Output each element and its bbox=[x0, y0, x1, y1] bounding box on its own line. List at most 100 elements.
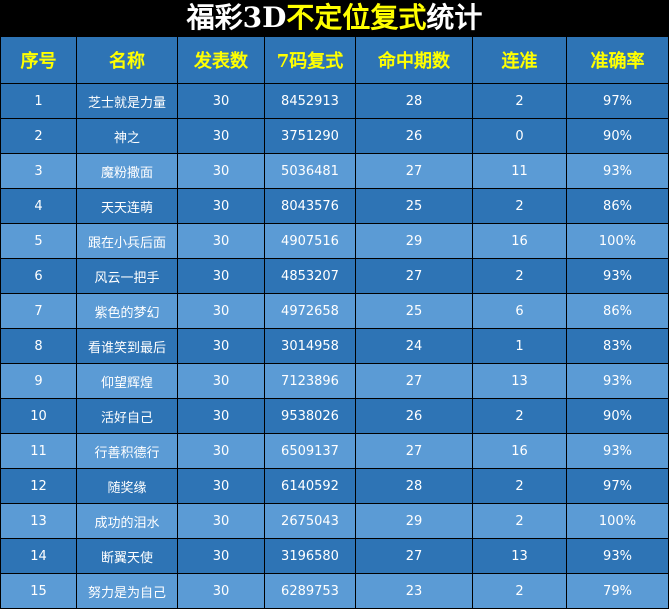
table-cell: 6 bbox=[0, 258, 77, 294]
table-cell: 100% bbox=[566, 223, 669, 259]
table-cell: 100% bbox=[566, 503, 669, 539]
table-cell: 看谁笑到最后 bbox=[76, 328, 178, 364]
column-header: 序号 bbox=[0, 36, 77, 84]
table-cell: 6509137 bbox=[264, 433, 356, 469]
table-cell: 97% bbox=[566, 83, 669, 119]
table-cell: 93% bbox=[566, 433, 669, 469]
table-row: 2 神之 30 3751290 26 0 90% bbox=[0, 118, 669, 154]
table-cell: 25 bbox=[355, 188, 473, 224]
table-cell: 27 bbox=[355, 363, 473, 399]
table-cell: 9538026 bbox=[264, 398, 356, 434]
table-cell: 25 bbox=[355, 293, 473, 329]
table-cell: 行善积德行 bbox=[76, 433, 178, 469]
table-cell: 93% bbox=[566, 153, 669, 189]
table-cell: 13 bbox=[472, 363, 567, 399]
table-cell: 28 bbox=[355, 468, 473, 504]
table-cell: 16 bbox=[472, 433, 567, 469]
table-cell: 27 bbox=[355, 433, 473, 469]
table-cell: 跟在小兵后面 bbox=[76, 223, 178, 259]
table-cell: 23 bbox=[355, 573, 473, 609]
table-cell: 28 bbox=[355, 83, 473, 119]
table-cell: 30 bbox=[177, 118, 265, 154]
table-row: 12 随奖缘 30 6140592 28 2 97% bbox=[0, 468, 669, 504]
table-cell: 2 bbox=[472, 503, 567, 539]
table-cell: 努力是为自己 bbox=[76, 573, 178, 609]
table-cell: 93% bbox=[566, 538, 669, 574]
table-row: 15 努力是为自己 30 6289753 23 2 79% bbox=[0, 573, 669, 609]
table-cell: 2 bbox=[472, 398, 567, 434]
column-header: 名称 bbox=[76, 36, 178, 84]
table-cell: 30 bbox=[177, 538, 265, 574]
table-cell: 9 bbox=[0, 363, 77, 399]
table-row: 1 芝士就是力量 30 8452913 28 2 97% bbox=[0, 83, 669, 119]
table-cell: 芝士就是力量 bbox=[76, 83, 178, 119]
table-cell: 神之 bbox=[76, 118, 178, 154]
table-cell: 90% bbox=[566, 398, 669, 434]
table-cell: 6140592 bbox=[264, 468, 356, 504]
table-row: 3 魔粉撒面 30 5036481 27 11 93% bbox=[0, 153, 669, 189]
table-cell: 12 bbox=[0, 468, 77, 504]
table-cell: 1 bbox=[0, 83, 77, 119]
table-cell: 2 bbox=[472, 188, 567, 224]
table-cell: 15 bbox=[0, 573, 77, 609]
table-cell: 14 bbox=[0, 538, 77, 574]
table-cell: 随奖缘 bbox=[76, 468, 178, 504]
table-cell: 93% bbox=[566, 258, 669, 294]
table-cell: 7123896 bbox=[264, 363, 356, 399]
table-cell: 30 bbox=[177, 398, 265, 434]
table-cell: 29 bbox=[355, 503, 473, 539]
table-row: 13 成功的泪水 30 2675043 29 2 100% bbox=[0, 503, 669, 539]
page-title: 福彩3D不定位复式统计 bbox=[0, 0, 669, 36]
table-cell: 27 bbox=[355, 258, 473, 294]
table-cell: 3014958 bbox=[264, 328, 356, 364]
table-cell: 13 bbox=[0, 503, 77, 539]
table-row: 5 跟在小兵后面 30 4907516 29 16 100% bbox=[0, 223, 669, 259]
table-row: 8 看谁笑到最后 30 3014958 24 1 83% bbox=[0, 328, 669, 364]
stats-table: 序号 名称 发表数 7码复式 命中期数 连准 准确率 1 芝士就是力量 30 8452913 28 2… bbox=[0, 36, 669, 609]
table-cell: 11 bbox=[0, 433, 77, 469]
table-cell: 30 bbox=[177, 258, 265, 294]
table-cell: 8452913 bbox=[264, 83, 356, 119]
table-cell: 断翼天使 bbox=[76, 538, 178, 574]
table-cell: 活好自己 bbox=[76, 398, 178, 434]
table-cell: 0 bbox=[472, 118, 567, 154]
table-cell: 27 bbox=[355, 538, 473, 574]
table-row: 11 行善积德行 30 6509137 27 16 93% bbox=[0, 433, 669, 469]
table-cell: 2 bbox=[472, 83, 567, 119]
table-cell: 79% bbox=[566, 573, 669, 609]
table-cell: 24 bbox=[355, 328, 473, 364]
table-cell: 2 bbox=[0, 118, 77, 154]
table-cell: 16 bbox=[472, 223, 567, 259]
table-cell: 1 bbox=[472, 328, 567, 364]
table-cell: 29 bbox=[355, 223, 473, 259]
table-cell: 30 bbox=[177, 223, 265, 259]
table-cell: 5036481 bbox=[264, 153, 356, 189]
table-cell: 4 bbox=[0, 188, 77, 224]
table-cell: 3 bbox=[0, 153, 77, 189]
table-cell: 4907516 bbox=[264, 223, 356, 259]
table-cell: 93% bbox=[566, 363, 669, 399]
column-header: 准确率 bbox=[566, 36, 669, 84]
table-cell: 83% bbox=[566, 328, 669, 364]
table-cell: 2 bbox=[472, 258, 567, 294]
table-cell: 30 bbox=[177, 468, 265, 504]
table-row: 9 仰望辉煌 30 7123896 27 13 93% bbox=[0, 363, 669, 399]
column-header: 发表数 bbox=[177, 36, 265, 84]
table-cell: 10 bbox=[0, 398, 77, 434]
table-cell: 30 bbox=[177, 328, 265, 364]
table-cell: 魔粉撒面 bbox=[76, 153, 178, 189]
table-cell: 90% bbox=[566, 118, 669, 154]
table-cell: 天天连萌 bbox=[76, 188, 178, 224]
table-cell: 5 bbox=[0, 223, 77, 259]
table-cell: 6289753 bbox=[264, 573, 356, 609]
header-row: 序号 名称 发表数 7码复式 命中期数 连准 准确率 bbox=[0, 36, 669, 84]
table-cell: 30 bbox=[177, 573, 265, 609]
table-cell: 13 bbox=[472, 538, 567, 574]
column-header: 连准 bbox=[472, 36, 567, 84]
table-cell: 97% bbox=[566, 468, 669, 504]
table-cell: 2675043 bbox=[264, 503, 356, 539]
table-cell: 30 bbox=[177, 433, 265, 469]
table-cell: 30 bbox=[177, 83, 265, 119]
table-cell: 2 bbox=[472, 468, 567, 504]
table-cell: 30 bbox=[177, 293, 265, 329]
